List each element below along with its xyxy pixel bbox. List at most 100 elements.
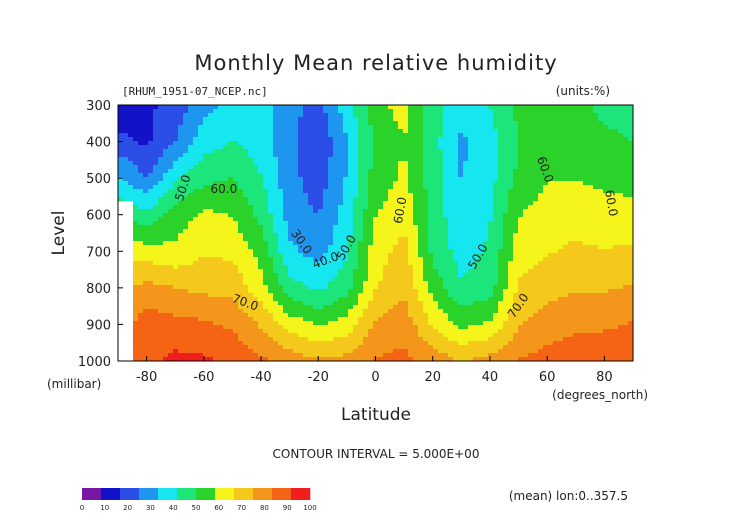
contour-cell [143, 173, 149, 178]
contour-cell [583, 265, 589, 270]
contour-cell [373, 125, 379, 130]
contour-cell [148, 245, 154, 250]
contour-cell [543, 109, 549, 114]
contour-cell [453, 117, 459, 122]
contour-cell [118, 181, 124, 186]
contour-cell [573, 273, 579, 278]
contour-cell [493, 293, 499, 298]
contour-cell [543, 257, 549, 262]
contour-cell [293, 277, 299, 282]
contour-cell [403, 225, 409, 230]
contour-cell [463, 257, 469, 262]
contour-cell [528, 277, 534, 282]
contour-cell [253, 249, 259, 254]
contour-cell [463, 293, 469, 298]
contour-cell [258, 237, 264, 242]
contour-cell [368, 177, 374, 182]
contour-cell [488, 109, 494, 114]
contour-cell [278, 129, 284, 134]
contour-cell [308, 237, 314, 242]
contour-cell [578, 153, 584, 158]
contour-cell [238, 113, 244, 118]
contour-cell [548, 185, 554, 190]
contour-cell [598, 241, 604, 246]
contour-cell [243, 249, 249, 254]
contour-cell [623, 253, 629, 258]
contour-cell [473, 113, 479, 118]
contour-cell [438, 261, 444, 266]
contour-cell [593, 297, 599, 302]
contour-cell [473, 221, 479, 226]
contour-cell [188, 285, 194, 290]
contour-cell [598, 105, 604, 110]
contour-cell [403, 249, 409, 254]
contour-cell [133, 181, 139, 186]
contour-cell [603, 229, 609, 234]
contour-cell [518, 137, 524, 142]
contour-cell [288, 233, 294, 238]
contour-cell [603, 161, 609, 166]
contour-cell [228, 253, 234, 258]
contour-cell [393, 225, 399, 230]
contour-cell [498, 153, 504, 158]
contour-cell [278, 177, 284, 182]
contour-cell [283, 257, 289, 262]
contour-cell [233, 161, 239, 166]
contour-cell [373, 205, 379, 210]
contour-cell [168, 181, 174, 186]
contour-cell [618, 217, 624, 222]
contour-cell [578, 113, 584, 118]
contour-cell [143, 273, 149, 278]
contour-cell [438, 273, 444, 278]
contour-cell [593, 105, 599, 110]
contour-cell [288, 165, 294, 170]
contour-cell [258, 281, 264, 286]
contour-cell [153, 233, 159, 238]
contour-cell [163, 241, 169, 246]
contour-cell [523, 125, 529, 130]
contour-cell [388, 261, 394, 266]
contour-cell [268, 293, 274, 298]
contour-cell [408, 217, 414, 222]
contour-cell [463, 129, 469, 134]
contour-cell [293, 209, 299, 214]
contour-cell [123, 129, 129, 134]
contour-cell [593, 277, 599, 282]
contour-cell [543, 209, 549, 214]
contour-cell [328, 297, 334, 302]
contour-cell [488, 189, 494, 194]
contour-cell [328, 141, 334, 146]
contour-cell [178, 197, 184, 202]
contour-cell [578, 245, 584, 250]
contour-cell [183, 205, 189, 210]
contour-cell [303, 133, 309, 138]
contour-cell [453, 253, 459, 258]
contour-cell [153, 249, 159, 254]
contour-cell [128, 153, 134, 158]
contour-cell [353, 201, 359, 206]
contour-cell [353, 213, 359, 218]
contour-cell [558, 121, 564, 126]
contour-cell [478, 177, 484, 182]
contour-cell [488, 125, 494, 130]
contour-cell [173, 189, 179, 194]
contour-cell [118, 121, 124, 126]
contour-cell [548, 257, 554, 262]
contour-cell [593, 141, 599, 146]
contour-cell [198, 273, 204, 278]
contour-cell [308, 285, 314, 290]
contour-cell [243, 173, 249, 178]
contour-cell [368, 161, 374, 166]
contour-cell [308, 145, 314, 150]
contour-cell [408, 289, 414, 294]
contour-cell [538, 289, 544, 294]
contour-cell [333, 105, 339, 110]
contour-cell [413, 217, 419, 222]
contour-cell [288, 117, 294, 122]
contour-cell [378, 257, 384, 262]
contour-cell [468, 253, 474, 258]
contour-cell [353, 165, 359, 170]
contour-cell [523, 273, 529, 278]
contour-cell [333, 129, 339, 134]
contour-cell [248, 105, 254, 110]
